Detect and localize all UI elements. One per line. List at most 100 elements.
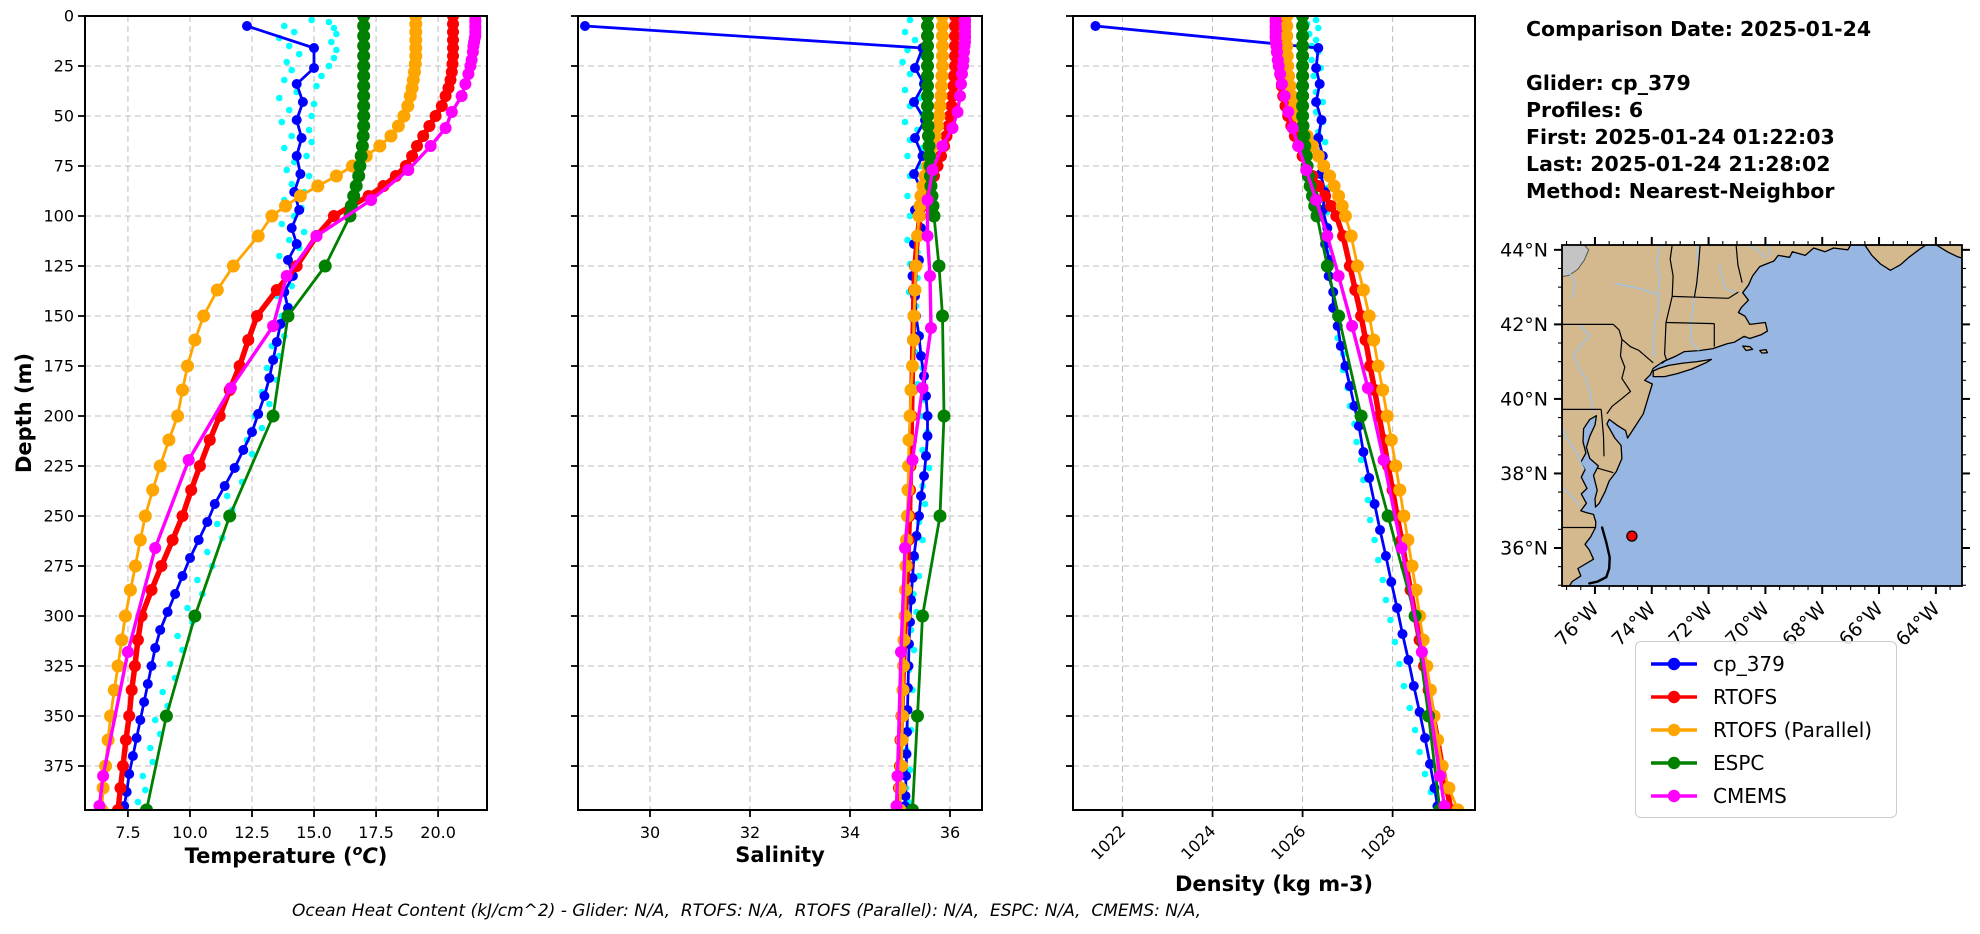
map-state-border	[1728, 291, 1739, 299]
panel-salinity: 30 32 34 36	[571, 15, 983, 842]
map-state-border	[1596, 467, 1614, 474]
density-series-espc	[1296, 16, 1447, 810]
temperature-axis-label-close: )	[377, 844, 388, 868]
salinity-x-tick-label: 34	[840, 823, 860, 842]
depth-tick-label: 300	[43, 607, 74, 626]
map-land	[1759, 349, 1769, 354]
salinity-x-tick-label: 30	[640, 823, 660, 842]
map-state-border	[1665, 296, 1673, 323]
lat-tick-label: 36°N	[1500, 537, 1548, 559]
legend-line-marker-icon	[1651, 756, 1697, 769]
glider-name: Glider: cp_379	[1526, 71, 1691, 95]
salinity-series-cmems	[890, 16, 971, 810]
salinity-x-tick-label: 36	[940, 823, 960, 842]
map-state-border	[1735, 245, 1743, 283]
density-series-cmems	[1269, 16, 1451, 810]
map-land	[1935, 245, 1962, 259]
legend-line-marker-icon	[1651, 690, 1697, 703]
ticks-density	[1066, 15, 1394, 817]
temperature-x-tick-label: 12.5	[234, 823, 270, 842]
map-river	[1562, 426, 1585, 470]
temperature-x-tick-label: 20.0	[420, 823, 456, 842]
depth-tick-label: 325	[43, 657, 74, 676]
depth-tick-label: 275	[43, 557, 74, 576]
map-land	[1562, 245, 1852, 586]
depth-tick-label: 25	[54, 57, 74, 76]
depth-tick-label: 150	[43, 307, 74, 326]
map-land	[1742, 345, 1754, 352]
ticks-temperature	[78, 15, 440, 817]
spines-temperature	[84, 15, 488, 811]
temperature-x-tick-label: 7.5	[115, 823, 140, 842]
temperature-series-cp-379	[119, 21, 319, 810]
depth-tick-label: 225	[43, 457, 74, 476]
map-river	[1652, 245, 1662, 358]
lat-tick-label: 44°N	[1500, 239, 1548, 261]
legend-label: ESPC	[1713, 750, 1765, 775]
spines-salinity	[577, 15, 983, 811]
map-river	[1562, 486, 1581, 507]
profile-count: Profiles: 6	[1526, 98, 1644, 122]
spines-density	[1072, 15, 1476, 811]
comparison-info: Comparison Date: 2025-01-24 Glider: cp_3…	[1526, 16, 1871, 205]
map-area	[1562, 245, 1962, 586]
depth-tick-label: 350	[43, 707, 74, 726]
map-frame	[1561, 244, 1963, 587]
glider-position-marker	[1626, 530, 1638, 542]
depth-axis-label: Depth (m)	[12, 352, 36, 474]
temperature-series-cmems	[93, 16, 482, 810]
temperature-axis-label-sup: o	[352, 843, 363, 859]
map-river	[1568, 271, 1576, 299]
lat-tick-label: 38°N	[1500, 463, 1548, 485]
legend-item-espc: ESPC	[1648, 751, 1890, 775]
map-river	[1717, 264, 1739, 295]
temperature-x-tick-label: 15.0	[296, 823, 332, 842]
depth-tick-label: 100	[43, 207, 74, 226]
map-land	[1864, 245, 1927, 271]
legend-line-marker-icon	[1651, 657, 1697, 670]
map-river	[1572, 323, 1595, 414]
ohc-note: Ocean Heat Content (kJ/cm^2) - Glider: N…	[292, 901, 1202, 921]
map-state-border	[1612, 323, 1654, 364]
legend-label: RTOFS	[1713, 684, 1778, 709]
panel-temperature: 7.5 10.0 12.5 15.0 17.5 20.0 0 25 50 75 100 125 150 1…	[43, 7, 488, 842]
legend-item-rtofs: RTOFS	[1648, 685, 1890, 709]
temperature-series-espc	[140, 16, 371, 810]
lat-tick-label: 40°N	[1500, 388, 1548, 410]
density-series-cp-379	[1090, 21, 1443, 810]
lat-tick-label: 42°N	[1500, 314, 1548, 336]
temperature-axis-label-var: C	[362, 844, 378, 868]
map-state-border	[1693, 245, 1701, 298]
temperature-x-tick-label: 17.5	[358, 823, 394, 842]
density-axis-label: Density (kg m-3)	[1174, 872, 1374, 896]
first-profile-time: First: 2025-01-24 01:22:03	[1526, 125, 1835, 149]
depth-tick-label: 0	[64, 7, 74, 26]
depth-tick-label: 375	[43, 757, 74, 776]
comparison-date: Comparison Date: 2025-01-24	[1526, 17, 1872, 41]
salinity-x-tick-label: 32	[740, 823, 760, 842]
map-river	[1614, 282, 1658, 296]
map-state-border	[1669, 245, 1674, 297]
map-state-border	[1661, 322, 1668, 364]
legend-item-rtofs-parallel-: RTOFS (Parallel)	[1648, 718, 1890, 742]
legend-line-marker-icon	[1651, 723, 1697, 736]
legend-label: RTOFS (Parallel)	[1713, 717, 1873, 742]
map-river	[1749, 245, 1767, 259]
depth-tick-label: 75	[54, 157, 74, 176]
depth-tick-label: 200	[43, 407, 74, 426]
series-layer-density	[1090, 16, 1465, 810]
lon-tick-label: 76°W	[1551, 598, 1604, 651]
map-state-border	[1606, 339, 1632, 415]
depth-tick-label: 175	[43, 357, 74, 376]
depth-tick-label: 250	[43, 507, 74, 526]
info-spacer	[1526, 43, 1871, 70]
legend-item-cp-379: cp_379	[1648, 652, 1890, 676]
map-ticks	[1554, 237, 1970, 594]
map-barrier-island	[1588, 526, 1611, 585]
legend-label: CMEMS	[1713, 783, 1787, 808]
legend-item-cmems: CMEMS	[1648, 784, 1890, 808]
temperature-x-tick-label: 10.0	[172, 823, 208, 842]
